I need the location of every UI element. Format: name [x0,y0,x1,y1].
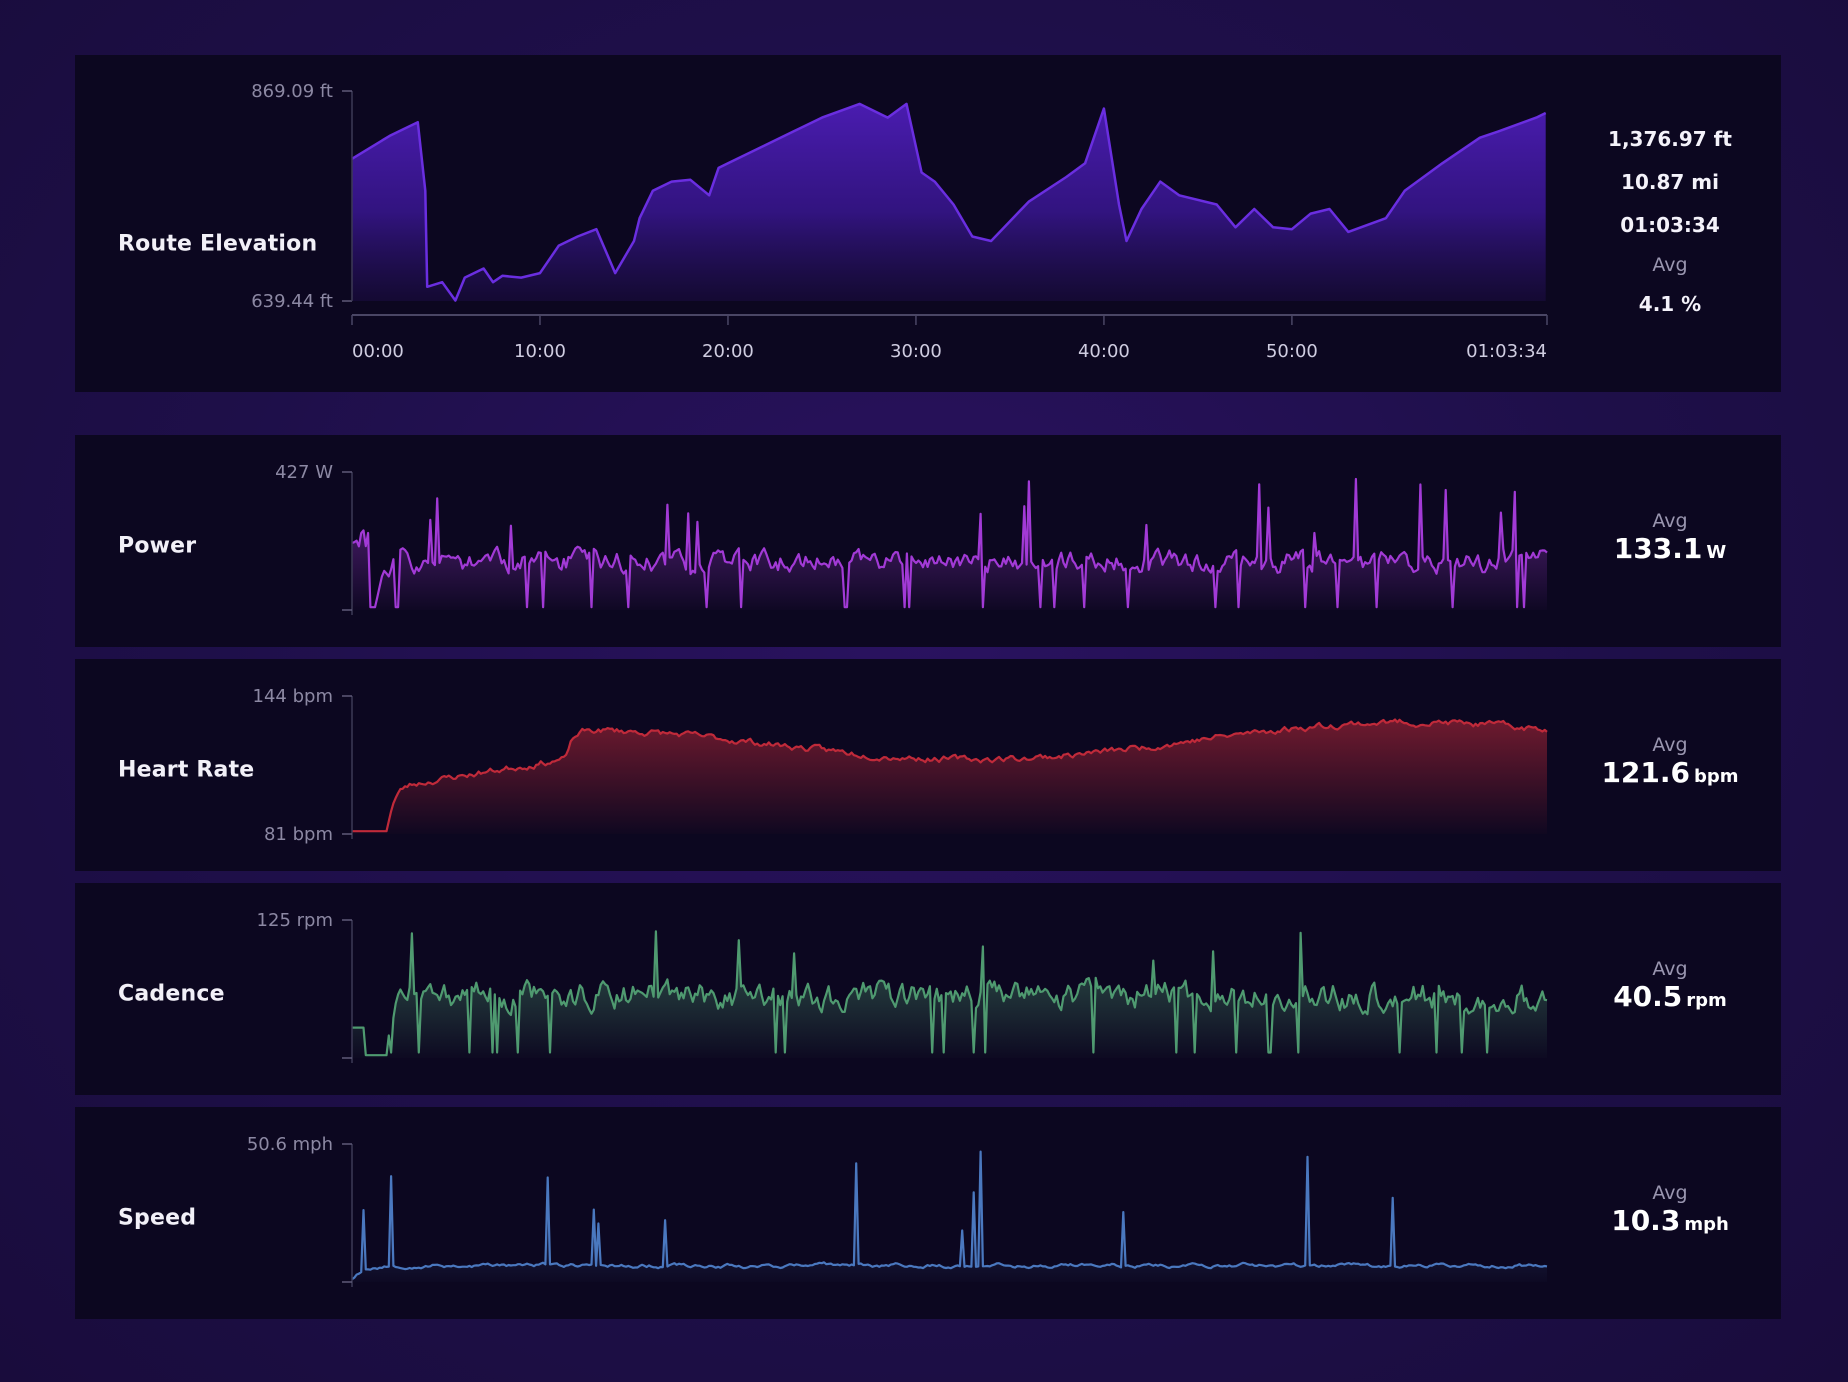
cadence-y-tick-max: 125 rpm [257,910,333,931]
heart-avg-number: 121.6 [1601,756,1691,789]
elevation-avg-label: Avg [1652,254,1688,276]
x-tick-label: 30:00 [890,341,942,362]
power-chart: 427 W [275,462,1548,615]
cadence-stats: Avg 40.5 rpm [1550,958,1790,1013]
heart-area [352,719,1547,834]
x-tick-label: 00:00 [352,341,404,362]
cadence-label: Cadence [118,981,225,1007]
elevation-avg-value: 4.1 % [1638,292,1702,316]
cadence-avg-value: 40.5 rpm [1550,980,1790,1013]
speed-area [352,1151,1547,1282]
elevation-line [351,102,1547,302]
y-tick-min: 639.44 ft [251,291,333,312]
cadence-panel: Cadence 125 rpm Avg 40.5 rpm [75,883,1781,1095]
x-tick-label: 20:00 [702,341,754,362]
power-line [351,477,1548,609]
elevation-panel: Route Elevation 869.09 ft 639.44 ft 00:00 1… [75,55,1781,392]
speed-label: Speed [118,1205,197,1231]
power-panel: Power 427 W Avg 133.1 W [75,435,1781,647]
elevation-area [352,103,1546,302]
speed-avg-number: 10.3 [1611,1204,1681,1237]
speed-y-tick-max: 50.6 mph [247,1134,333,1155]
x-tick-label: 10:00 [514,341,566,362]
cadence-line [352,930,1548,1057]
total-ascent: 1,376.97 ft [1608,127,1732,151]
speed-stats: Avg 10.3 mph [1550,1182,1790,1237]
heart-line [352,718,1548,833]
power-avg-number: 133.1 [1613,532,1703,565]
elevation-chart: 869.09 ft 639.44 ft 00:00 10:00 20:00 30:00 40… [251,81,1548,362]
heart-y-tick-max: 144 bpm [253,686,333,707]
cadence-avg-number: 40.5 [1613,980,1683,1013]
power-area [352,479,1547,610]
speed-line [351,1150,1548,1281]
heart-panel: Heart Rate 144 bpm 81 bpm Avg 121.6 bpm [75,659,1781,871]
cadence-avg-label: Avg [1652,958,1688,980]
elevation-label: Route Elevation [118,231,318,257]
x-tick-label: 01:03:34 [1466,341,1547,362]
speed-avg-value: 10.3 mph [1550,1204,1790,1237]
heart-y-tick-min: 81 bpm [264,824,333,845]
heart-avg-value: 121.6 bpm [1550,756,1790,789]
elevation-stats: 1,376.97 ft 10.87 mi 01:03:34 Avg 4.1 % [1550,118,1790,326]
heart-chart: 144 bpm 81 bpm [253,686,1548,845]
heart-label: Heart Rate [118,757,255,783]
speed-chart: 50.6 mph [247,1134,1548,1287]
y-tick-max: 869.09 ft [251,81,333,102]
heart-avg-unit: bpm [1694,766,1739,787]
distance: 10.87 mi [1621,170,1719,194]
x-tick-label: 40:00 [1078,341,1130,362]
duration: 01:03:34 [1620,213,1720,237]
power-label: Power [118,533,197,559]
heart-avg-label: Avg [1652,734,1688,756]
speed-avg-unit: mph [1684,1214,1729,1235]
speed-avg-label: Avg [1652,1182,1688,1204]
power-stats: Avg 133.1 W [1550,510,1790,565]
power-y-tick-max: 427 W [275,462,333,483]
power-avg-value: 133.1 W [1550,532,1790,565]
cadence-area [352,931,1547,1058]
heart-stats: Avg 121.6 bpm [1550,734,1790,789]
power-avg-label: Avg [1652,510,1688,532]
speed-panel: Speed 50.6 mph Avg 10.3 mph [75,1107,1781,1319]
x-tick-label: 50:00 [1266,341,1318,362]
cadence-avg-unit: rpm [1686,990,1727,1011]
power-avg-unit: W [1706,542,1727,563]
cadence-chart: 125 rpm [257,910,1548,1063]
